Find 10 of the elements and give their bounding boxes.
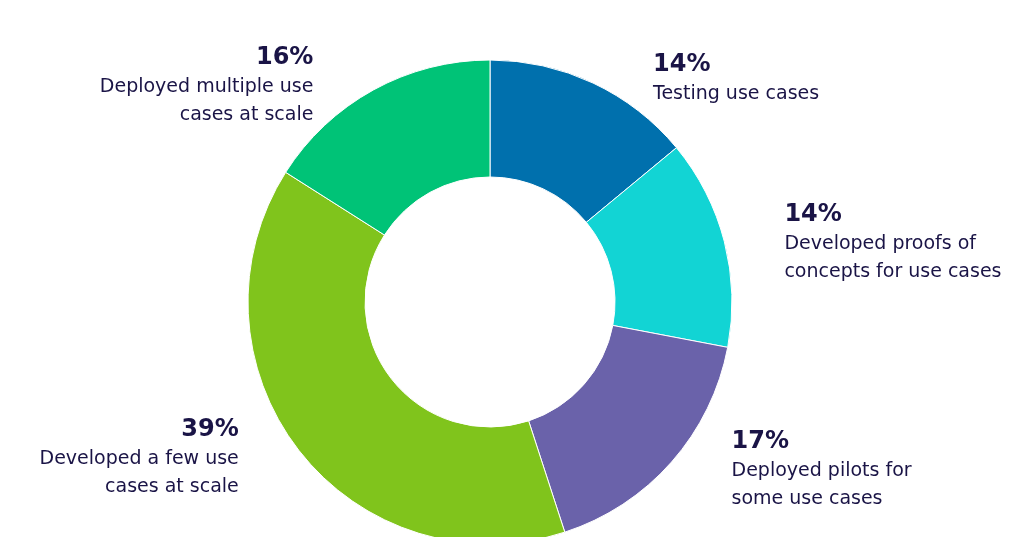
- data-label: 14%: [784, 198, 842, 227]
- data-label: 17%: [731, 426, 789, 455]
- slice-label: Developed proofs of concepts for use cases: [784, 230, 1002, 281]
- slice-label: Developed a few use cases at scale: [39, 446, 239, 497]
- slice-label: Testing use cases: [652, 80, 820, 103]
- data-label: 14%: [653, 48, 711, 77]
- slice-label: Deployed pilots for some use cases: [731, 458, 912, 509]
- data-label: 39%: [181, 414, 239, 443]
- slice-label: Deployed multiple use cases at scale: [99, 73, 314, 124]
- data-label: 16%: [255, 41, 314, 70]
